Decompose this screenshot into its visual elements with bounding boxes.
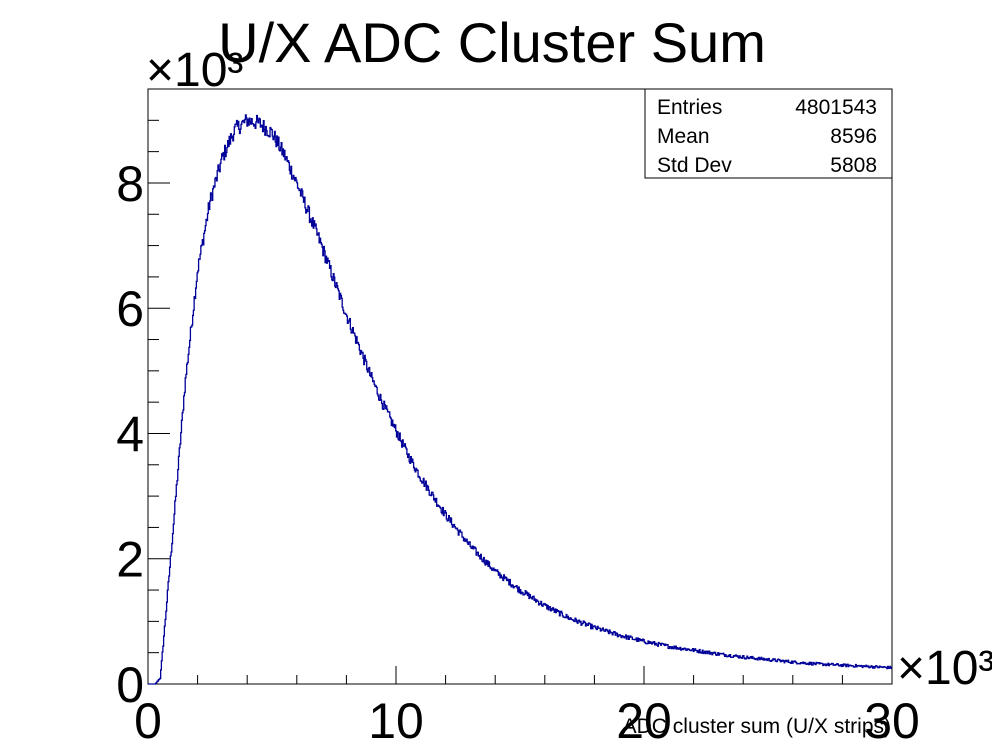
- y-tick-label: 6: [116, 281, 144, 337]
- x-axis-ticks: 0 10 20 30: [134, 666, 920, 744]
- stats-box: Entries 4801543 Mean 8596 Std Dev 5808: [644, 88, 893, 179]
- stats-box-frame: [644, 88, 893, 179]
- stats-entries-label: Entries: [657, 96, 722, 119]
- stats-stddev-value: 5808: [830, 154, 877, 177]
- y-tick-label: 4: [116, 406, 144, 462]
- histogram-line: [148, 114, 892, 685]
- plot-frame: [147, 88, 893, 685]
- x-axis-multiplier: ×10³: [897, 642, 992, 695]
- y-axis-ticks: 0 2 4 6 8: [116, 88, 170, 713]
- x-tick-label: 20: [616, 693, 672, 744]
- y-tick-label: 0: [116, 657, 144, 713]
- x-axis-title: ADC cluster sum (U/X strips): [623, 715, 891, 738]
- stats-mean-label: Mean: [657, 125, 710, 148]
- x-tick-label: 0: [134, 693, 162, 744]
- stats-entries-value: 4801543: [795, 96, 877, 119]
- x-tick-label: 30: [864, 693, 920, 744]
- x-tick-label: 10: [368, 693, 424, 744]
- y-axis-multiplier: ×10³: [146, 44, 243, 97]
- stats-mean-value: 8596: [830, 125, 877, 148]
- stats-stddev-label: Std Dev: [657, 154, 732, 177]
- y-tick-label: 8: [116, 156, 144, 212]
- y-tick-label: 2: [116, 532, 144, 588]
- chart-title: U/X ADC Cluster Sum: [218, 11, 766, 74]
